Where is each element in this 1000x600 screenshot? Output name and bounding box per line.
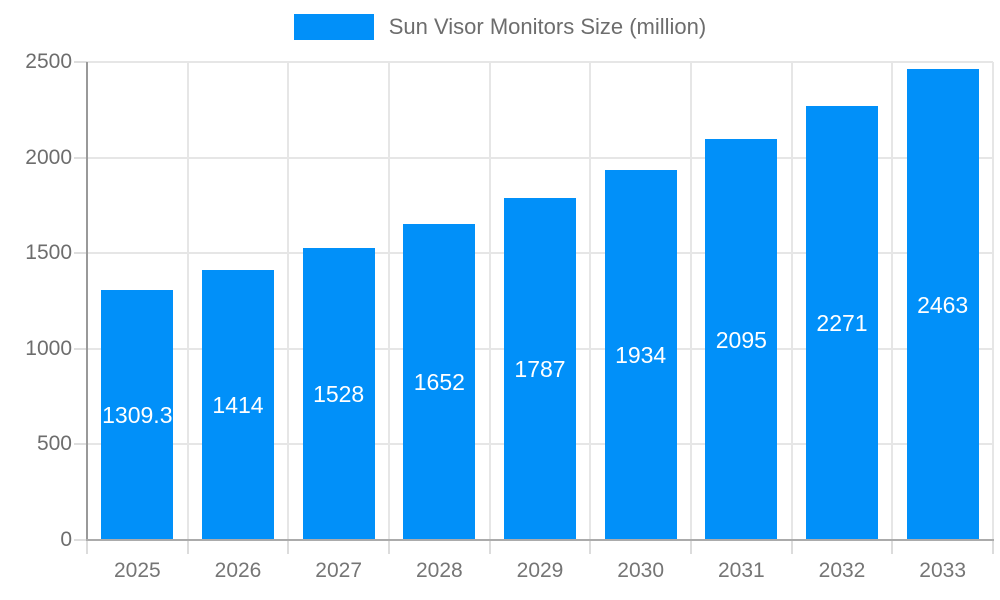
x-axis-tick-8	[891, 540, 894, 554]
bar-2030[interactable]	[604, 170, 677, 539]
x-axis-label-2032: 2032	[818, 559, 866, 582]
y-axis-label-500: 500	[36, 432, 72, 456]
y-axis-label-2500: 2500	[25, 50, 72, 73]
chart-legend[interactable]: Sun Visor Monitors Size (million)	[0, 14, 1000, 40]
bar-value-2026: 1414	[212, 391, 264, 418]
x-axis-tick-0	[86, 540, 88, 554]
x-axis-label-2025: 2025	[113, 559, 161, 582]
bar-value-2031: 2095	[715, 326, 767, 353]
y-axis-line	[86, 62, 88, 540]
legend-swatch[interactable]	[293, 14, 374, 40]
x-axis-label-2031: 2031	[717, 559, 765, 582]
bar-value-2025: 1309.3	[102, 401, 173, 428]
x-axis-label-2027: 2027	[315, 559, 363, 582]
gridline-x-4	[488, 62, 491, 540]
gridline-x-6	[690, 62, 692, 540]
x-axis-tick-3	[388, 540, 390, 554]
x-axis-tick-7	[790, 540, 793, 554]
y-axis-label-2000: 2000	[25, 145, 72, 169]
x-axis-line	[86, 539, 994, 541]
y-axis-label-1000: 1000	[25, 336, 72, 360]
bar-value-2028: 1652	[413, 369, 465, 396]
gridline-x-5	[589, 62, 592, 540]
y-axis-tick-2000	[74, 156, 87, 159]
x-axis-tick-5	[589, 540, 592, 554]
bar-2028[interactable]	[403, 224, 476, 539]
gridline-y-2500	[87, 61, 993, 63]
bar-2031[interactable]	[705, 139, 778, 539]
gridline-y-2000	[87, 156, 993, 159]
x-axis-label-2029: 2029	[516, 559, 564, 582]
x-axis-tick-4	[488, 540, 491, 554]
bar-2026[interactable]	[202, 269, 274, 539]
gridline-x-2	[287, 62, 290, 540]
y-axis-tick-1500	[74, 252, 87, 255]
bar-value-2032: 2271	[816, 309, 868, 336]
gridline-x-1	[186, 62, 189, 540]
bar-2032[interactable]	[806, 105, 878, 539]
bar-2029[interactable]	[504, 198, 576, 539]
bar-value-2027: 1528	[313, 380, 365, 407]
gridline-x-8	[891, 62, 894, 540]
legend-label: Sun Visor Monitors Size (million)	[388, 14, 707, 39]
y-axis-tick-0	[74, 539, 87, 541]
bar-value-2033: 2463	[917, 291, 969, 318]
bar-2027[interactable]	[302, 247, 375, 539]
x-axis-tick-2	[287, 540, 290, 554]
y-axis-label-0: 0	[60, 528, 72, 551]
x-axis-tick-9	[992, 540, 994, 554]
y-axis-tick-2500	[74, 61, 87, 63]
y-axis-tick-1000	[74, 347, 87, 350]
x-axis-tick-6	[690, 540, 692, 554]
gridline-x-3	[388, 62, 390, 540]
bar-2025[interactable]	[101, 289, 174, 539]
bar-value-2029: 1787	[514, 356, 566, 383]
x-axis-tick-1	[186, 540, 189, 554]
y-axis-tick-500	[74, 443, 87, 446]
gridline-x-7	[790, 62, 793, 540]
x-axis-label-2028: 2028	[415, 559, 463, 582]
x-axis-label-2026: 2026	[214, 559, 262, 582]
y-axis-label-1500: 1500	[25, 241, 72, 265]
x-axis-label-2030: 2030	[617, 559, 665, 582]
gridline-x-9	[992, 62, 994, 540]
bar-value-2030: 1934	[615, 342, 667, 369]
x-axis-label-2033: 2033	[919, 559, 967, 582]
bar-2033[interactable]	[906, 69, 979, 539]
